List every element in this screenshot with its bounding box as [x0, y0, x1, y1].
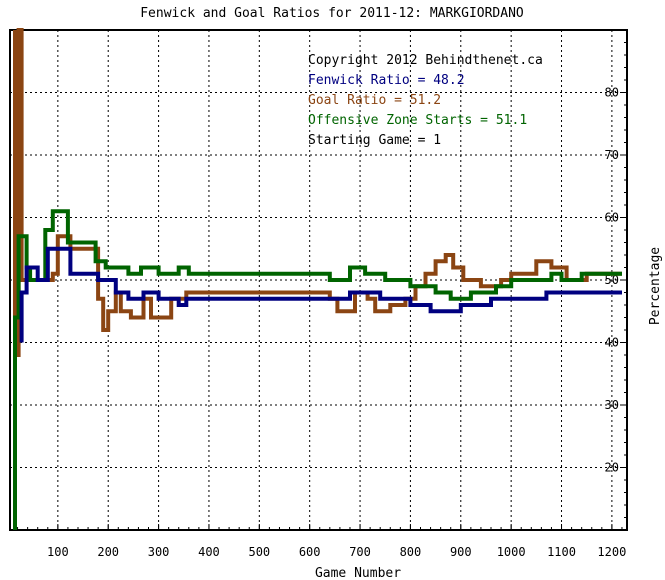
x-ticks: 100 200 300 400 500 600 700 800 900 1000 1100 1200 — [17, 524, 626, 559]
x-axis-label: Game Number — [315, 566, 401, 580]
y-tick-label: 80 — [605, 86, 619, 100]
x-tick-label: 1200 — [597, 545, 626, 559]
legend-entry: Starting Game = 1 — [308, 133, 441, 148]
x-tick-label: 1000 — [497, 545, 526, 559]
legend-entry: Fenwick Ratio = 48.2 — [308, 73, 465, 88]
legend-entry: Copyright 2012 Behindthenet.ca — [308, 53, 543, 68]
y-axis-label: Percentage — [648, 247, 663, 325]
legend: Copyright 2012 Behindthenet.ca Fenwick Ra… — [308, 53, 543, 148]
x-tick-label: 800 — [400, 545, 422, 559]
x-tick-label: 400 — [198, 545, 220, 559]
y-tick-label: 20 — [605, 461, 619, 475]
y-tick-label: 30 — [605, 398, 619, 412]
x-tick-label: 700 — [349, 545, 371, 559]
y-tick-label: 40 — [605, 336, 619, 350]
legend-entry: Offensive Zone Starts = 51.1 — [308, 113, 527, 128]
x-tick-label: 200 — [97, 545, 119, 559]
y-tick-label: 50 — [605, 273, 619, 287]
series-layer — [13, 28, 622, 530]
y-tick-label: 70 — [605, 148, 619, 162]
legend-entry: Goal Ratio = 51.2 — [308, 93, 441, 108]
y-tick-label: 60 — [605, 211, 619, 225]
x-tick-label: 100 — [47, 545, 69, 559]
series-line-fenwick-ratio — [19, 246, 622, 343]
x-tick-label: 300 — [148, 545, 170, 559]
series-line-offensive-zone-starts — [13, 209, 622, 530]
x-tick-label: 500 — [248, 545, 270, 559]
x-tick-label: 900 — [450, 545, 472, 559]
y-ticks: 20 30 40 50 60 70 80 — [605, 29, 627, 531]
x-tick-label: 600 — [299, 545, 321, 559]
chart-title: Fenwick and Goal Ratios for 2011-12: MAR… — [140, 6, 524, 21]
x-tick-label: 1100 — [547, 545, 576, 559]
